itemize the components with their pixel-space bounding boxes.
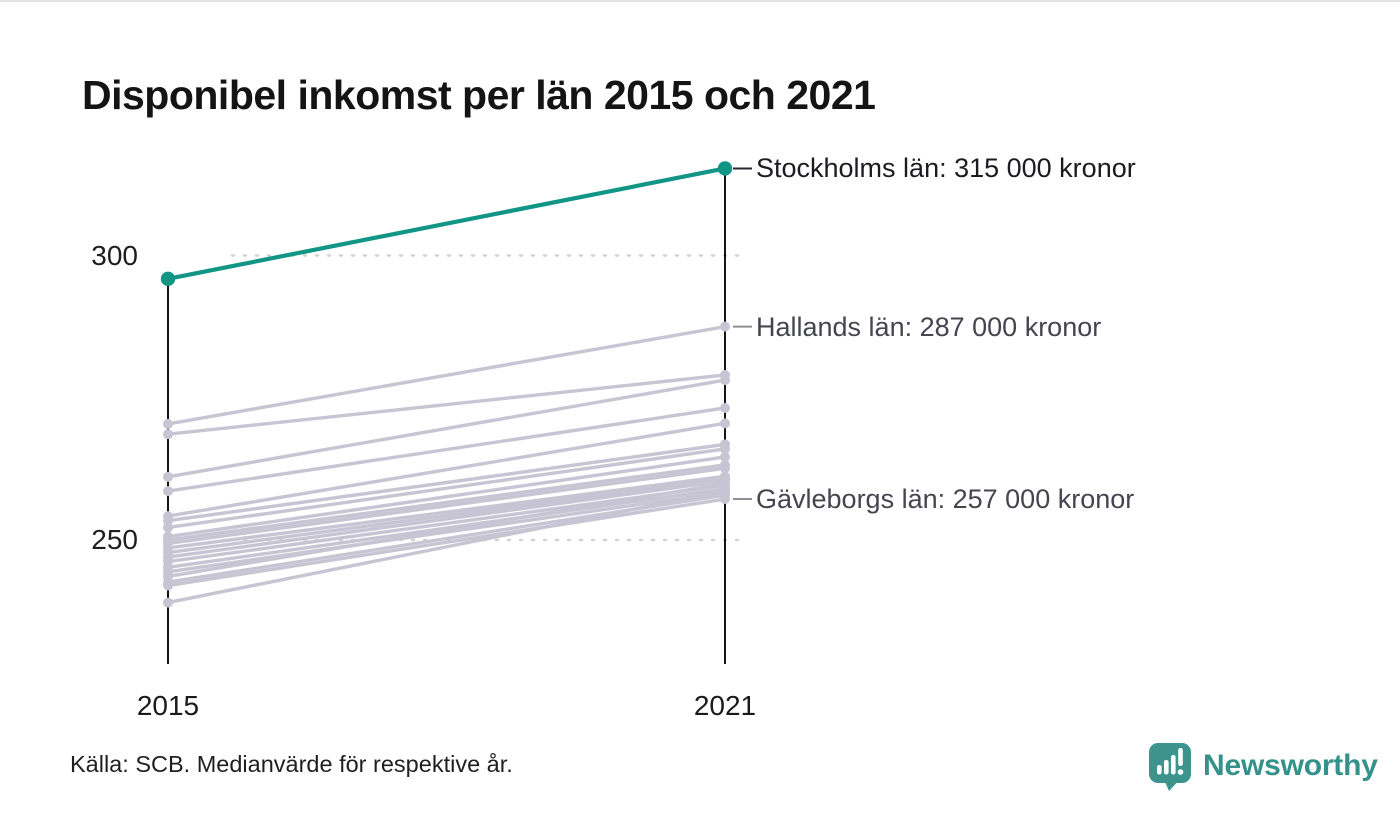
annotation-halland: Hallands län: 287 000 kronor bbox=[756, 311, 1102, 342]
line-stockholms-län bbox=[167, 166, 726, 281]
line-county bbox=[167, 373, 726, 436]
line-county bbox=[167, 476, 726, 555]
dot-2015-hallands-län bbox=[163, 418, 173, 429]
dot-2015-stockholms-län bbox=[160, 271, 176, 287]
line-county bbox=[167, 481, 726, 579]
y-tick-label-250: 250 bbox=[91, 524, 138, 555]
newsworthy-icon bbox=[1149, 743, 1191, 791]
line-county bbox=[167, 466, 726, 546]
dot-2015-county bbox=[163, 429, 173, 440]
newsworthy-logo: Newsworthy bbox=[1147, 741, 1378, 791]
dot-2021-county bbox=[720, 375, 730, 386]
line-county bbox=[167, 442, 726, 523]
dot-2015-county bbox=[163, 597, 173, 608]
line-county bbox=[167, 447, 726, 530]
dot-2021-hallands-län bbox=[720, 321, 730, 332]
line-county bbox=[167, 489, 726, 605]
line-gävleborgs-län bbox=[167, 497, 726, 588]
dot-2021-county bbox=[720, 402, 730, 413]
dot-2021-stockholms-län bbox=[717, 161, 733, 176]
y-tick-label-300: 300 bbox=[91, 239, 138, 271]
x-axis-label-2015: 2015 bbox=[136, 690, 200, 721]
dot-2021-county bbox=[720, 443, 730, 454]
line-county bbox=[167, 421, 726, 518]
annotation-stockholm: Stockholms län: 315 000 kronor bbox=[756, 153, 1136, 184]
line-hallands-län bbox=[167, 324, 726, 426]
newsworthy-wordmark: Newsworthy bbox=[1203, 749, 1378, 782]
line-county bbox=[167, 474, 726, 550]
dot-2015-county bbox=[163, 522, 173, 533]
dot-2015-county bbox=[163, 471, 173, 482]
line-county bbox=[167, 455, 726, 539]
annotation-gavleborg: Gävleborgs län: 257 000 kronor bbox=[756, 484, 1135, 515]
dot-2021-county bbox=[720, 451, 730, 462]
line-county bbox=[167, 490, 726, 574]
source-note: Källa: SCB. Medianvärde för respektive å… bbox=[70, 751, 513, 777]
line-county bbox=[167, 406, 726, 493]
dot-2021-county bbox=[720, 478, 730, 489]
dot-2015-county bbox=[163, 486, 173, 497]
dot-2021-county bbox=[720, 463, 730, 474]
line-county bbox=[167, 487, 726, 569]
dot-2021-county bbox=[720, 486, 730, 497]
line-county bbox=[167, 479, 726, 559]
dot-2015-gävleborgs-län bbox=[163, 580, 173, 591]
line-county bbox=[167, 378, 726, 479]
dot-2021-county bbox=[720, 418, 730, 429]
chart-title: Disponibel inkomst per län 2015 och 2021 bbox=[82, 72, 876, 118]
dot-2021-gävleborgs-län bbox=[720, 494, 730, 505]
x-axis-label-2021: 2021 bbox=[693, 690, 757, 721]
line-county bbox=[167, 463, 726, 542]
